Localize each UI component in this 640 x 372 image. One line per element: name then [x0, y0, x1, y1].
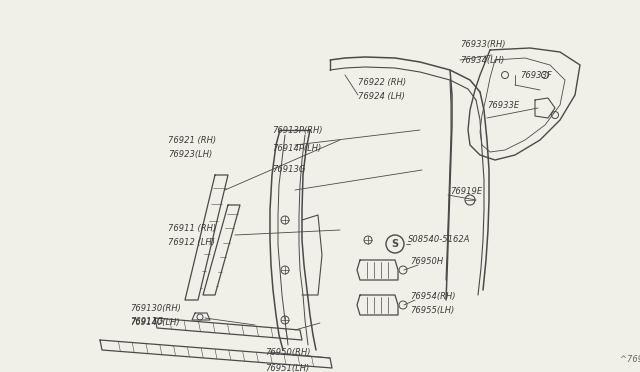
- Text: 76934(LH): 76934(LH): [460, 55, 504, 64]
- Text: 76951(LH): 76951(LH): [265, 363, 309, 372]
- Text: 76919E: 76919E: [450, 187, 482, 196]
- Text: 769130(RH): 769130(RH): [130, 304, 181, 312]
- Text: 76913G: 76913G: [272, 166, 305, 174]
- Text: S: S: [392, 239, 399, 249]
- Text: S08540-5162A: S08540-5162A: [408, 235, 470, 244]
- Text: 76924 (LH): 76924 (LH): [358, 93, 405, 102]
- Text: 76921 (RH): 76921 (RH): [168, 135, 216, 144]
- Text: 76955(LH): 76955(LH): [410, 307, 454, 315]
- Text: 76914P(LH): 76914P(LH): [272, 144, 321, 153]
- Text: 76911G: 76911G: [130, 317, 163, 327]
- Text: 76950H: 76950H: [410, 257, 443, 266]
- Text: 769140(LH): 769140(LH): [130, 318, 180, 327]
- Text: 76933(RH): 76933(RH): [460, 41, 506, 49]
- Text: 76954(RH): 76954(RH): [410, 292, 456, 301]
- Text: 76950(RH): 76950(RH): [265, 349, 310, 357]
- Text: 76913P(RH): 76913P(RH): [272, 125, 323, 135]
- Text: 76912 (LH): 76912 (LH): [168, 238, 215, 247]
- Text: 76933E: 76933E: [487, 100, 519, 109]
- Text: ^769^0 P6: ^769^0 P6: [620, 356, 640, 365]
- Text: 76922 (RH): 76922 (RH): [358, 77, 406, 87]
- Text: 76911 (RH): 76911 (RH): [168, 224, 216, 232]
- Text: 76933F: 76933F: [520, 71, 552, 80]
- Text: 76923(LH): 76923(LH): [168, 151, 212, 160]
